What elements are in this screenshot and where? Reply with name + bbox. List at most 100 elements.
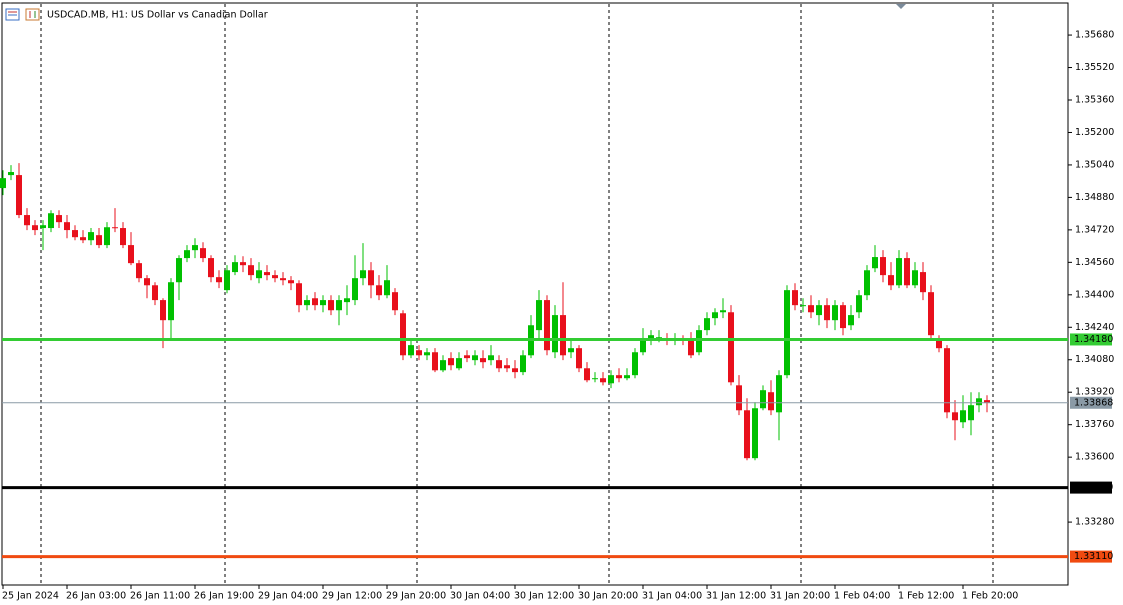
candle-body: [24, 215, 30, 226]
symbol-icon: [5, 8, 40, 21]
x-tick-label: 1 Feb 12:00: [898, 591, 954, 602]
candle-body: [320, 300, 326, 306]
candle-body: [216, 277, 222, 283]
candle-body: [264, 272, 270, 276]
candle-body: [952, 412, 958, 421]
candle-body: [480, 358, 486, 363]
period-separators: [40, 4, 994, 585]
candle-body: [584, 368, 590, 381]
candle-body: [632, 352, 638, 376]
candle-body: [744, 410, 750, 459]
y-tick-label: 1.34400: [1075, 289, 1114, 300]
price-level-label: 1.33868: [1074, 397, 1113, 408]
candle-body: [520, 355, 526, 373]
candle-body: [112, 227, 118, 229]
candle-body: [472, 355, 478, 361]
x-tick-label: 29 Jan 12:00: [322, 591, 382, 602]
x-tick-label: 25 Jan 2024: [2, 591, 59, 602]
candle-body: [424, 352, 430, 356]
candle-body: [88, 232, 94, 241]
candle-body: [16, 175, 22, 216]
candle-body: [288, 280, 294, 284]
candle-body: [968, 405, 974, 421]
x-tick-label: 29 Jan 20:00: [386, 591, 446, 602]
candle-body: [600, 378, 606, 383]
candle-body: [352, 278, 358, 301]
candle-body: [888, 275, 894, 286]
candle-body: [376, 285, 382, 296]
candle-body: [720, 310, 726, 313]
shift-marker: [896, 4, 906, 9]
y-tick-label: 1.35040: [1075, 159, 1114, 170]
candle-body: [224, 270, 230, 291]
x-tick-label: 30 Jan 04:00: [450, 591, 510, 602]
candle-body: [616, 375, 622, 379]
candle-body: [0, 178, 6, 189]
x-tick-label: 30 Jan 12:00: [514, 591, 574, 602]
candle-body: [328, 300, 334, 311]
candle-body: [152, 285, 158, 301]
candle-body: [904, 258, 910, 286]
candle-body: [104, 227, 110, 246]
candle-body: [72, 230, 78, 238]
candle-body: [792, 290, 798, 306]
y-tick-label: 1.34880: [1075, 192, 1114, 203]
candle-body: [656, 337, 662, 339]
candle-body: [896, 258, 902, 286]
candle-body: [168, 282, 174, 321]
candle-body: [544, 300, 550, 351]
candle-body: [784, 290, 790, 376]
candle-body: [336, 300, 342, 311]
candle-body: [56, 215, 62, 223]
candle-body: [624, 375, 630, 379]
candle-body: [776, 375, 782, 413]
candle-body: [144, 278, 150, 286]
candle-body: [512, 368, 518, 373]
candle-body: [688, 340, 694, 356]
candle-body: [40, 225, 46, 229]
y-tick-label: 1.33920: [1075, 387, 1114, 398]
candle-body: [552, 315, 558, 353]
candle-body: [208, 258, 214, 278]
x-tick-label: 26 Jan 11:00: [130, 591, 190, 602]
candle-body: [712, 312, 718, 319]
candle-body: [488, 355, 494, 361]
candle-body: [176, 258, 182, 283]
candle-body: [704, 318, 710, 331]
candle-body: [96, 235, 102, 246]
candle-body: [936, 338, 942, 349]
candle-body: [760, 390, 766, 409]
candle-body: [344, 298, 350, 303]
price-level-label: 1.34180: [1074, 334, 1113, 345]
candle-body: [960, 410, 966, 423]
candle-body: [280, 278, 286, 281]
candle-body: [192, 245, 198, 251]
candle-body: [568, 348, 574, 353]
candle-body: [640, 340, 646, 353]
candle-body: [808, 305, 814, 313]
candle-body: [824, 305, 830, 321]
candle-body: [736, 385, 742, 411]
y-tick-label: 1.34080: [1075, 354, 1114, 365]
candle-body: [456, 358, 462, 369]
y-tick-label: 1.34560: [1075, 257, 1114, 268]
price-level-label: 1.33450: [1074, 482, 1113, 493]
y-tick-label: 1.35360: [1075, 95, 1114, 106]
y-tick-label: 1.35680: [1075, 30, 1114, 41]
price-level-tag: [1070, 481, 1112, 494]
candle-body: [120, 228, 126, 246]
x-tick-label: 30 Jan 20:00: [578, 591, 638, 602]
candle-body: [416, 350, 422, 356]
candle-body: [312, 298, 318, 306]
candle-body: [856, 295, 862, 313]
candle-body: [392, 292, 398, 311]
candle-body: [80, 237, 86, 241]
candle-body: [536, 300, 542, 331]
x-tick-label: 1 Feb 04:00: [834, 591, 890, 602]
candle-body: [464, 355, 470, 359]
x-tick-label: 29 Jan 04:00: [258, 591, 318, 602]
candle-body: [816, 305, 822, 316]
candle-body: [248, 265, 254, 276]
icon: [25, 8, 40, 21]
